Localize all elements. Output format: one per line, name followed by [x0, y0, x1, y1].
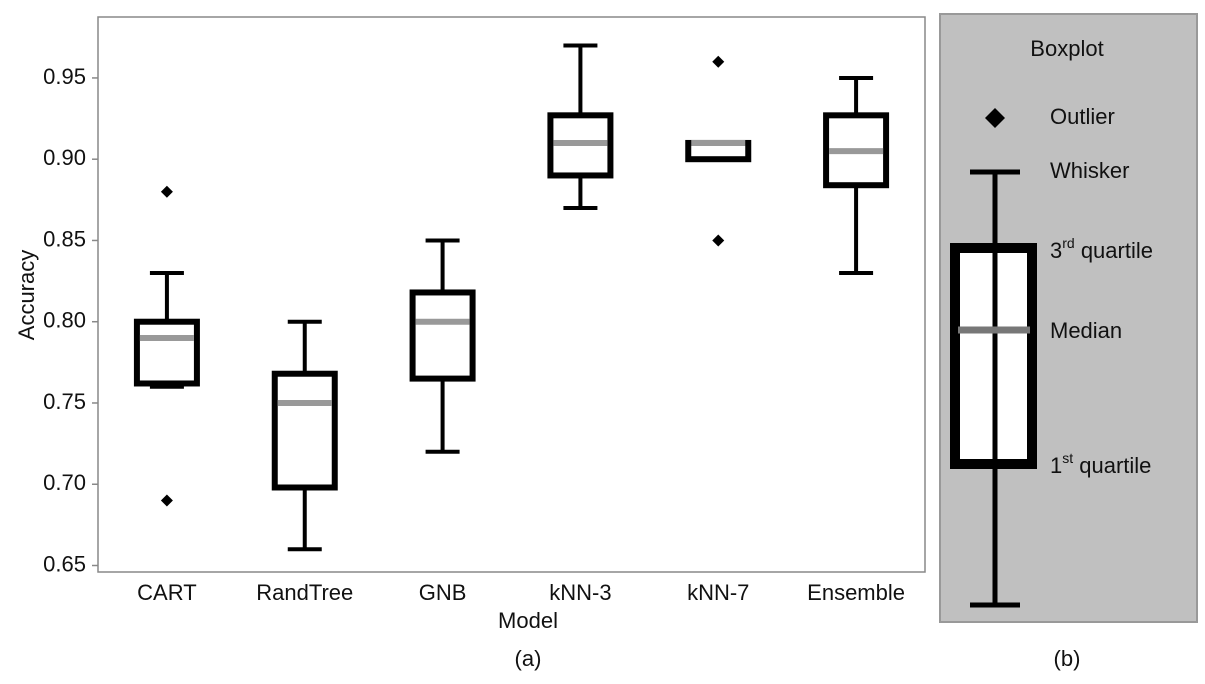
caption: (b): [1054, 646, 1081, 671]
box: [409, 289, 476, 382]
key-label: Whisker: [1050, 158, 1129, 183]
key-label-part: st: [1062, 450, 1073, 466]
outlier: [160, 185, 173, 198]
box: [271, 370, 338, 491]
y-tick-label: 0.70: [43, 470, 86, 495]
key-label-part: rd: [1062, 235, 1074, 251]
key-label: 1st quartile: [1050, 450, 1151, 478]
key-label: Outlier: [1050, 104, 1115, 129]
x-tick-label: kNN-3: [549, 580, 611, 605]
x-tick-label: RandTree: [256, 580, 353, 605]
outlier: [712, 234, 725, 247]
outlier: [160, 494, 173, 507]
y-tick-label: 0.90: [43, 145, 86, 170]
y-axis-title: Accuracy: [14, 250, 39, 340]
y-tick-label: 0.95: [43, 64, 86, 89]
box: [133, 318, 200, 387]
y-tick-label: 0.75: [43, 389, 86, 414]
key-label-part: quartile: [1075, 238, 1153, 263]
y-tick-label: 0.85: [43, 226, 86, 251]
outlier: [712, 55, 725, 68]
x-tick-label: CART: [137, 580, 197, 605]
key-title: Boxplot: [1030, 36, 1103, 61]
key-label: 3rd quartile: [1050, 235, 1153, 263]
key-label: Median: [1050, 318, 1122, 343]
caption: (a): [515, 646, 542, 671]
x-axis-title: Model: [498, 608, 558, 633]
x-tick-label: Ensemble: [807, 580, 905, 605]
key-label-part: 1: [1050, 453, 1062, 478]
plot-area: [97, 16, 926, 573]
x-tick-label: kNN-7: [687, 580, 749, 605]
key-outlier-icon: [985, 108, 1005, 128]
y-tick-label: 0.65: [43, 551, 86, 576]
key-label-part: 3: [1050, 238, 1062, 263]
x-tick-label: GNB: [419, 580, 467, 605]
y-tick-label: 0.80: [43, 308, 86, 333]
key-label-part: quartile: [1073, 453, 1151, 478]
